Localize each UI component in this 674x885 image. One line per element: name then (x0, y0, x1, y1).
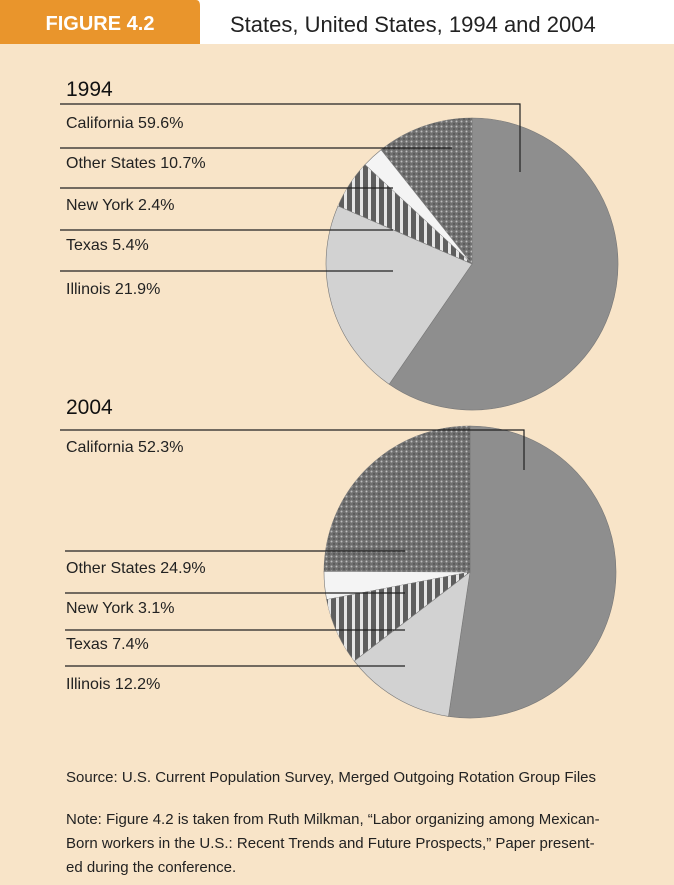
figure-label: FIGURE 4.2 (46, 13, 155, 35)
category-name: Texas (66, 237, 108, 254)
category-name: New York (66, 197, 135, 214)
chart-title: 1994 (66, 78, 113, 101)
value-label: 3.1% (138, 600, 174, 617)
category-name: Illinois (66, 676, 110, 693)
value-label: 12.2% (115, 676, 160, 693)
value-label: 7.4% (112, 636, 148, 653)
category-name: New York (66, 600, 135, 617)
value-label: 59.6% (138, 115, 183, 132)
note-line: ed during the conference. (66, 859, 236, 876)
slice-label: Texas 5.4% (66, 237, 149, 254)
value-label: 5.4% (112, 237, 148, 254)
slice-label: New York 3.1% (66, 600, 175, 617)
value-label: 10.7% (160, 155, 205, 172)
source: Source: U.S. Current Population Survey, … (66, 769, 596, 786)
slice-label: Other States 10.7% (66, 155, 206, 172)
subtitle: States, United States, 1994 and 2004 (230, 12, 596, 37)
pie-slice (388, 117, 619, 411)
category-name: Other States (66, 560, 156, 577)
pie-slice (325, 205, 473, 385)
slice-label: Illinois 12.2% (66, 676, 160, 693)
leader-line (60, 429, 525, 470)
category-name: California (66, 115, 134, 132)
leader-line (60, 103, 521, 172)
category-name: Other States (66, 155, 156, 172)
slice-label: California 59.6% (66, 115, 183, 132)
category-name: California (66, 439, 134, 456)
slice-label: California 52.3% (66, 439, 183, 456)
slice-label: Texas 7.4% (66, 636, 149, 653)
slice-label: Other States 24.9% (66, 560, 206, 577)
note-line: Born workers in the U.S.: Recent Trends … (66, 835, 595, 852)
figure-tab (0, 0, 200, 44)
category-name: Illinois (66, 281, 110, 298)
pie-slice (448, 425, 617, 719)
category-name: Texas (66, 636, 108, 653)
note-line: Note: Figure 4.2 is taken from Ruth Milk… (66, 811, 600, 828)
chart-title: 2004 (66, 396, 113, 419)
slice-label: Illinois 21.9% (66, 281, 160, 298)
slice-label: New York 2.4% (66, 197, 175, 214)
value-label: 52.3% (138, 439, 183, 456)
value-label: 21.9% (115, 281, 160, 298)
value-label: 24.9% (160, 560, 205, 577)
value-label: 2.4% (138, 197, 174, 214)
